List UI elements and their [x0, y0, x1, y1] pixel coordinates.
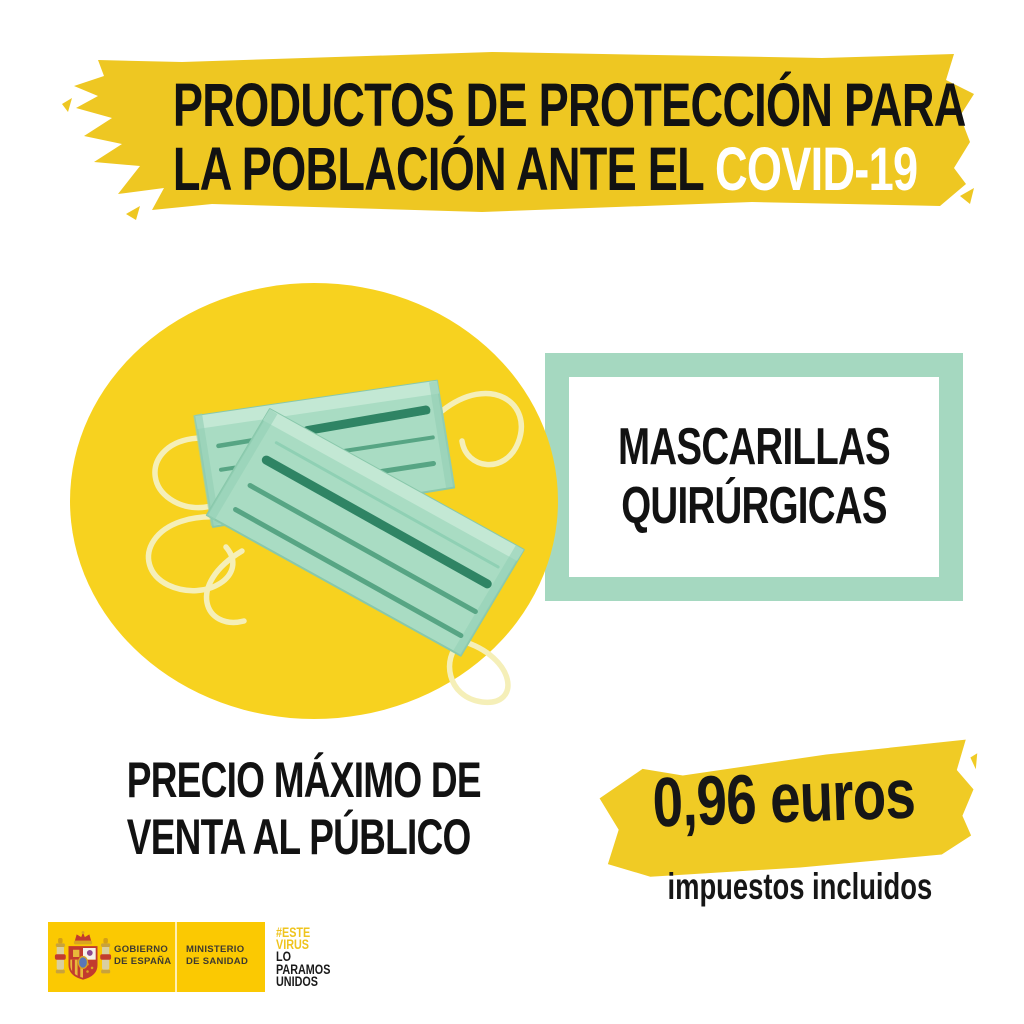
tax-note-text: impuestos incluidos	[667, 866, 933, 907]
government-label-line2: DE ESPAÑA	[114, 956, 172, 967]
header-banner: PRODUCTOS DE PROTECCIÓN PARA LA POBLACIÓ…	[52, 46, 982, 222]
hashtag-line3: LO	[276, 949, 291, 965]
product-name-line2: QUIRÚRGICAS	[621, 477, 887, 535]
hashtag-line5: UNIDOS	[276, 973, 319, 989]
banner-title-line2-text: LA POBLACIÓN ANTE EL	[172, 135, 705, 203]
hashtag-line4: PARAMOS	[276, 961, 331, 977]
tax-note: impuestos incluidos	[620, 866, 980, 908]
price-label: PRECIO MÁXIMO DE VENTA AL PÚBLICO	[68, 752, 520, 866]
price-highlight: 0,96 euros	[586, 729, 983, 885]
price-label-line2: VENTA AL PÚBLICO	[126, 809, 472, 865]
government-logo: GOBIERNO DE ESPAÑA MINISTERIO DE SANIDAD	[48, 922, 265, 992]
banner-brush	[62, 52, 974, 220]
product-name-box: MASCARILLAS QUIRÚRGICAS	[545, 353, 963, 601]
banner-title-line1: PRODUCTOS DE PROTECCIÓN PARA	[172, 71, 966, 139]
product-name-line1: MASCARILLAS	[618, 418, 891, 476]
ministry-label-line2: DE SANIDAD	[186, 956, 249, 967]
banner-title-line2: LA POBLACIÓN ANTE EL COVID-19	[172, 135, 918, 203]
price-brush	[599, 739, 978, 877]
surgical-masks-illustration	[145, 379, 525, 705]
price-label-line1: PRECIO MÁXIMO DE	[126, 752, 482, 808]
logo-divider	[175, 922, 177, 992]
price-value: 0,96 euros	[651, 754, 917, 842]
hashtag-line1: #ESTE	[276, 925, 311, 940]
government-label-line1: GOBIERNO	[114, 944, 169, 955]
ministry-label: MINISTERIO DE SANIDAD	[186, 944, 248, 968]
campaign-hashtag: #ESTE VIRUS LO PARAMOS UNIDOS	[276, 925, 344, 989]
spain-coat-of-arms-icon	[54, 931, 112, 980]
hashtag-line2: VIRUS	[276, 937, 310, 953]
covid19-highlight: COVID-19	[715, 135, 918, 203]
government-label: GOBIERNO DE ESPAÑA	[114, 944, 171, 968]
ministry-label-line1: MINISTERIO	[186, 944, 245, 955]
banner-title: PRODUCTOS DE PROTECCIÓN PARA LA POBLACIÓ…	[52, 46, 982, 222]
